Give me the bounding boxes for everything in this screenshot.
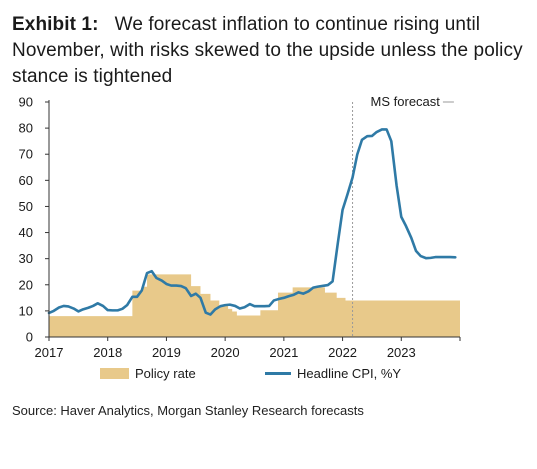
cpi-line-path — [47, 128, 457, 316]
y-tick-label: 30 — [19, 251, 33, 266]
exhibit-label: Exhibit 1: — [12, 14, 99, 35]
axes — [48, 100, 460, 338]
y-tick-label: 50 — [19, 199, 33, 214]
legend: Policy rate Headline CPI, %Y — [100, 366, 537, 386]
x-tick-label: 2020 — [211, 345, 240, 360]
source-note: Source: Haver Analytics, Morgan Stanley … — [12, 403, 364, 418]
y-tick-label: 0 — [26, 330, 33, 345]
y-tick-label: 70 — [19, 147, 33, 162]
chart-title: Exhibit 1: We forecast inflation to cont… — [12, 12, 527, 90]
y-tick-label: 90 — [19, 95, 33, 110]
legend-label-cpi: Headline CPI, %Y — [297, 366, 402, 381]
x-tick-label: 2018 — [93, 345, 122, 360]
forecast-label: MS forecast — [371, 94, 441, 109]
x-tick-label: 2022 — [328, 345, 357, 360]
y-tick-label: 40 — [19, 225, 33, 240]
y-tick-label: 60 — [19, 173, 33, 188]
x-tick-label: 2021 — [269, 345, 298, 360]
y-tick-label: 10 — [19, 303, 33, 318]
x-tick-label: 2017 — [35, 345, 64, 360]
policy-rate-area — [49, 274, 460, 337]
y-axis-ticks: 0 10 20 30 40 50 60 70 80 90 — [19, 95, 49, 345]
x-axis-ticks: 2017 2018 2019 2020 2021 2022 2023 — [35, 337, 461, 360]
legend-swatch-policy-rate — [100, 368, 129, 379]
legend-policy-rate: Policy rate — [100, 366, 196, 381]
legend-label-policy-rate: Policy rate — [135, 366, 196, 381]
cpi-line — [47, 128, 457, 316]
y-tick-label: 20 — [19, 277, 33, 292]
legend-swatch-cpi — [265, 372, 291, 375]
y-tick-label: 80 — [19, 121, 33, 136]
forecast-divider: MS forecast — [352, 94, 454, 337]
title-text: We forecast inflation to continue rising… — [12, 14, 523, 87]
policy-rate-area-shape — [49, 274, 460, 337]
x-tick-label: 2019 — [152, 345, 181, 360]
x-tick-label: 2023 — [387, 345, 416, 360]
chart-area: MS forecast 0 10 20 30 40 50 60 70 80 90 2017 2018… — [19, 94, 461, 360]
legend-cpi: Headline CPI, %Y — [265, 366, 401, 381]
